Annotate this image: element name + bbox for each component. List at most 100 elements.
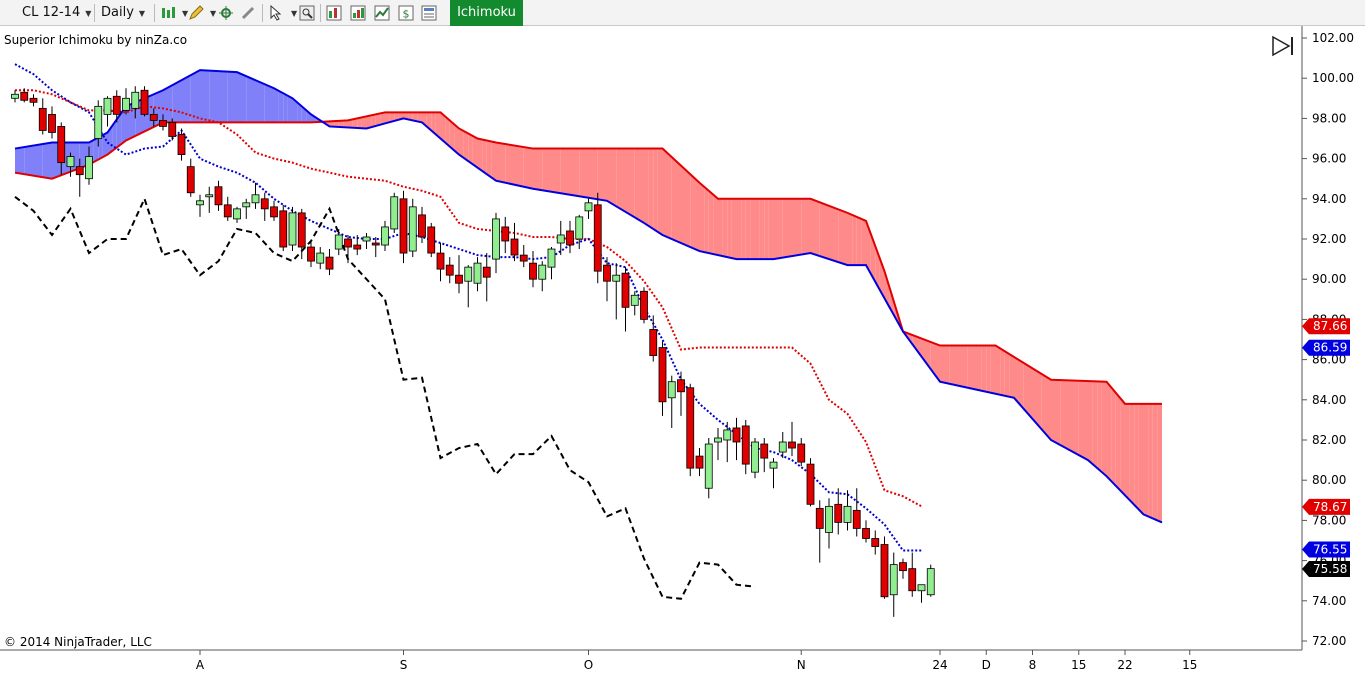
scroll-to-end-icon[interactable] (1268, 35, 1296, 57)
kumo-segment (616, 148, 626, 212)
link-icon[interactable] (240, 5, 256, 21)
price-labels: 87.66 86.59 78.67 76.55 75.58 (1302, 318, 1350, 578)
candle-body (94, 105, 103, 139)
kumo-segment (1148, 403, 1153, 519)
candle (223, 196, 232, 221)
chevron-down-icon[interactable]: ▼ (291, 9, 298, 18)
chevron-down-icon[interactable]: ▼ (210, 9, 217, 18)
kumo-segment (1088, 381, 1093, 465)
kumo-segment (657, 148, 663, 235)
candle-body (464, 266, 473, 282)
candle (769, 458, 778, 489)
properties-icon[interactable] (421, 5, 437, 21)
x-tick-label: O (584, 658, 593, 672)
kumo-segment (736, 198, 742, 260)
candle-body (603, 264, 611, 282)
candle-body (834, 503, 843, 523)
zoom-icon[interactable] (299, 5, 315, 21)
price-chart[interactable]: 102.00100.0098.0096.0094.0092.0090.0088.… (0, 26, 1365, 682)
toolbar-divider (320, 4, 321, 22)
candle (760, 437, 769, 473)
kumo-segment (625, 148, 635, 218)
kumo-segment (990, 345, 996, 394)
y-tick-label: 92.00 (1312, 232, 1346, 246)
chart-trader-icon[interactable] (374, 5, 390, 21)
candle (556, 220, 565, 256)
kumo-segment (699, 182, 705, 253)
dollar-icon[interactable]: $ (398, 5, 414, 21)
instrument-selector[interactable]: CL 12-14 ▼ (22, 4, 91, 22)
candle (186, 158, 195, 197)
candle (362, 232, 371, 250)
kumo-segment (486, 140, 492, 178)
interval-selector[interactable]: Daily ▼ (101, 4, 145, 22)
candle (917, 584, 926, 603)
candle (501, 216, 510, 254)
candle (519, 245, 528, 268)
x-tick-label: 24 (932, 658, 947, 672)
candle (418, 206, 426, 244)
kumo-segment (792, 198, 802, 257)
kumo-segment (1120, 398, 1125, 496)
kumo-segment (496, 142, 506, 183)
cursor-icon[interactable] (268, 5, 284, 21)
kumo-segment (445, 116, 450, 147)
price-label: 87.66 (1302, 318, 1350, 335)
kumo-segment (607, 148, 617, 207)
candle-body (177, 134, 186, 155)
tenkan-sen-line (14, 63, 922, 552)
candle (344, 234, 352, 264)
kumo-segment (435, 112, 441, 139)
candle-body (778, 441, 787, 453)
kumo-segment (417, 112, 422, 123)
x-tick-label: S (400, 658, 408, 672)
candle-body (926, 568, 935, 596)
candle-body (48, 113, 56, 133)
kumo-segment (949, 345, 959, 386)
candle-body (482, 266, 491, 278)
chevron-down-icon[interactable]: ▼ (182, 9, 189, 18)
candle-body (658, 347, 667, 403)
kumo-segment (482, 139, 487, 175)
ichimoku-tab[interactable]: Ichimoku (450, 0, 523, 26)
kumo-segment (861, 218, 866, 266)
candle-body (196, 200, 204, 206)
candle-body (75, 166, 84, 176)
kumo-segment (570, 148, 580, 197)
kumo-segment (1032, 368, 1042, 430)
kumo-segment (1134, 403, 1139, 510)
kumo-segment (1078, 380, 1088, 461)
kumo-segment (112, 119, 117, 152)
candle (677, 371, 685, 416)
candle (723, 421, 732, 463)
candle-body (168, 122, 177, 137)
kumo-segment (1152, 403, 1158, 521)
kumo-segment (866, 220, 871, 274)
candle (131, 86, 140, 119)
indicators-icon[interactable] (326, 5, 342, 21)
kumo-segment (264, 84, 274, 123)
x-tick-label: D (982, 658, 991, 672)
kumo-segment (361, 116, 367, 129)
candle (714, 427, 722, 461)
y-tick-label: 78.00 (1312, 513, 1346, 527)
strategies-icon[interactable] (350, 5, 366, 21)
kumo-segment (759, 198, 765, 260)
x-tick-label: 15 (1182, 658, 1197, 672)
kumo-segment (274, 88, 279, 123)
candle-body (223, 204, 232, 218)
kumo-segment (1101, 381, 1107, 477)
kumo-segment (741, 198, 746, 260)
y-tick-label: 96.00 (1312, 152, 1346, 166)
kumo-segment (375, 113, 381, 126)
bar-style-icon[interactable] (160, 5, 176, 21)
candle-body (242, 202, 251, 208)
candle-body (390, 196, 399, 230)
pencil-icon[interactable] (188, 5, 204, 21)
candle (75, 158, 84, 197)
crosshair-icon[interactable] (218, 5, 234, 21)
candle-body (418, 214, 426, 238)
kumo-segment (1092, 381, 1098, 469)
kumo-segment (634, 148, 644, 223)
candle (57, 122, 66, 175)
